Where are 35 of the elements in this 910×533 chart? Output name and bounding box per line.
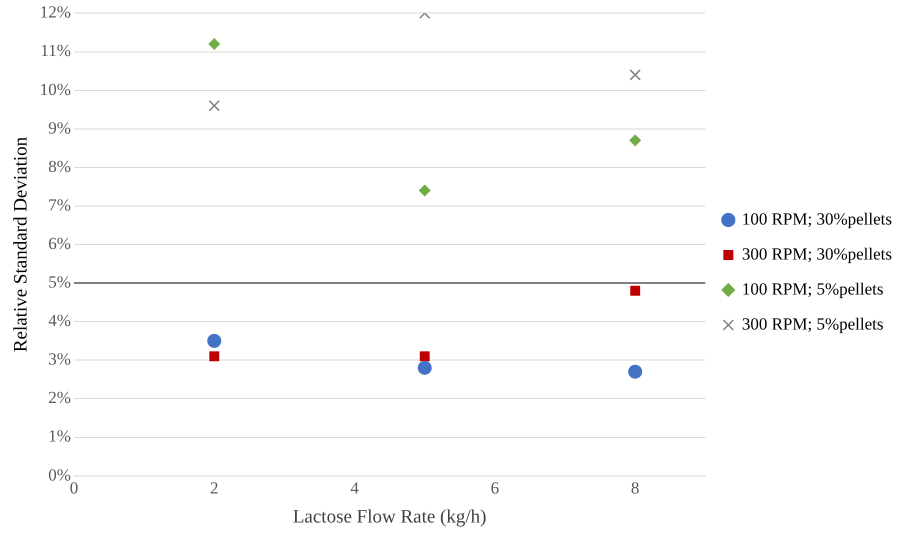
y-tick-label: 7% — [48, 195, 71, 214]
point — [208, 38, 220, 50]
y-axis-title: Relative Standard Deviation — [10, 136, 32, 352]
point — [420, 351, 430, 362]
point — [629, 69, 641, 81]
y-tick-label: 11% — [40, 41, 71, 60]
x-tick-label: 8 — [630, 478, 640, 498]
point — [209, 351, 220, 362]
point — [630, 286, 640, 296]
legend-label: 100 RPM; 30%pellets — [742, 209, 892, 228]
y-tick-label: 0% — [48, 465, 71, 484]
x-tick-label: 0 — [70, 478, 78, 498]
point — [208, 100, 220, 112]
y-tick-label: 9% — [48, 118, 71, 138]
y-tick-label: 5% — [48, 272, 71, 292]
y-tick-label: 1% — [48, 426, 71, 446]
y-tick-label: 10% — [40, 80, 71, 99]
x-tick-label: 4 — [350, 478, 360, 498]
y-tick-label: 3% — [48, 350, 71, 369]
y-tick-label: 12% — [40, 2, 71, 22]
y-tick-label: 2% — [48, 388, 71, 408]
point — [629, 134, 642, 146]
x-axis-title: Lactose Flow Rate (kg/h) — [292, 506, 486, 528]
point — [418, 360, 432, 375]
y-tick-label: 6% — [48, 234, 71, 253]
y-tick-label: 8% — [48, 156, 71, 176]
x-tick-label: 6 — [490, 478, 500, 498]
point — [207, 334, 222, 348]
legend-label: 300 RPM; 30%pellets — [742, 244, 892, 264]
legend-label: 300 RPM; 5%pellets — [742, 314, 884, 334]
point — [628, 364, 642, 379]
y-tick-label: 4% — [48, 311, 71, 330]
legend-label: 100 RPM; 5%pellets — [742, 279, 884, 298]
point — [418, 184, 431, 197]
x-tick-label: 2 — [210, 478, 219, 498]
